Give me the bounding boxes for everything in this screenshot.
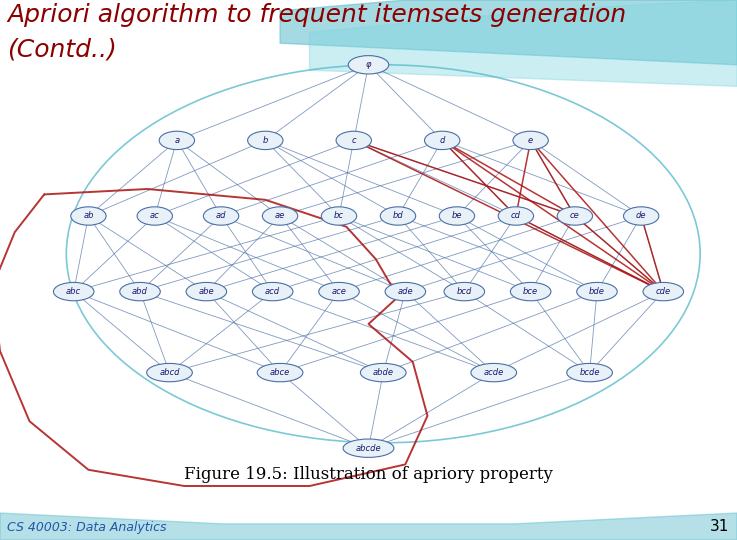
Text: ace: ace	[332, 287, 346, 296]
Text: ad: ad	[216, 212, 226, 220]
Text: acd: acd	[265, 287, 280, 296]
Text: abde: abde	[373, 368, 394, 377]
Text: abe: abe	[198, 287, 214, 296]
Text: bc: bc	[334, 212, 344, 220]
Ellipse shape	[336, 131, 371, 150]
Text: b: b	[262, 136, 268, 145]
Ellipse shape	[348, 56, 389, 74]
Text: a: a	[175, 136, 179, 145]
Ellipse shape	[262, 207, 298, 225]
Ellipse shape	[425, 131, 460, 150]
Text: abcd: abcd	[159, 368, 180, 377]
Ellipse shape	[186, 282, 227, 301]
Text: ab: ab	[83, 212, 94, 220]
Text: abc: abc	[66, 287, 81, 296]
Text: 31: 31	[710, 518, 730, 534]
Ellipse shape	[624, 207, 659, 225]
Ellipse shape	[119, 282, 161, 301]
Text: ae: ae	[275, 212, 285, 220]
Text: abce: abce	[270, 368, 290, 377]
Polygon shape	[280, 0, 737, 65]
Text: cd: cd	[511, 212, 521, 220]
Ellipse shape	[203, 207, 239, 225]
Ellipse shape	[137, 207, 172, 225]
Ellipse shape	[71, 207, 106, 225]
Ellipse shape	[147, 363, 192, 382]
Text: ade: ade	[397, 287, 413, 296]
Ellipse shape	[343, 439, 394, 457]
Ellipse shape	[257, 363, 303, 382]
Ellipse shape	[252, 282, 293, 301]
Text: ce: ce	[570, 212, 580, 220]
Polygon shape	[310, 0, 737, 86]
Ellipse shape	[510, 282, 551, 301]
Text: be: be	[452, 212, 462, 220]
Text: c: c	[352, 136, 356, 145]
Text: bce: bce	[523, 287, 538, 296]
Ellipse shape	[380, 207, 416, 225]
Text: acde: acde	[483, 368, 504, 377]
Ellipse shape	[248, 131, 283, 150]
Ellipse shape	[360, 363, 406, 382]
Text: d: d	[439, 136, 445, 145]
Text: (Contd..): (Contd..)	[7, 38, 117, 62]
Text: bcde: bcde	[579, 368, 600, 377]
Ellipse shape	[321, 207, 357, 225]
Ellipse shape	[439, 207, 475, 225]
Ellipse shape	[567, 363, 612, 382]
Ellipse shape	[319, 282, 360, 301]
Ellipse shape	[444, 282, 485, 301]
Ellipse shape	[471, 363, 517, 382]
Text: de: de	[636, 212, 646, 220]
Ellipse shape	[385, 282, 426, 301]
Text: ac: ac	[150, 212, 160, 220]
Ellipse shape	[513, 131, 548, 150]
Text: abd: abd	[132, 287, 148, 296]
Text: cde: cde	[656, 287, 671, 296]
Ellipse shape	[53, 282, 94, 301]
Text: bde: bde	[589, 287, 605, 296]
Ellipse shape	[498, 207, 534, 225]
Polygon shape	[0, 513, 737, 540]
Ellipse shape	[643, 282, 684, 301]
Text: CS 40003: Data Analytics: CS 40003: Data Analytics	[7, 521, 167, 534]
Text: bcd: bcd	[457, 287, 472, 296]
Ellipse shape	[159, 131, 195, 150]
Text: e: e	[528, 136, 533, 145]
Text: Apriori algorithm to frequent itemsets generation: Apriori algorithm to frequent itemsets g…	[7, 3, 626, 26]
Ellipse shape	[557, 207, 593, 225]
Text: Figure 19.5: Illustration of apriory property: Figure 19.5: Illustration of apriory pro…	[184, 467, 553, 483]
Text: bd: bd	[393, 212, 403, 220]
Text: abcde: abcde	[356, 444, 381, 453]
Ellipse shape	[576, 282, 618, 301]
Text: φ: φ	[366, 60, 371, 69]
